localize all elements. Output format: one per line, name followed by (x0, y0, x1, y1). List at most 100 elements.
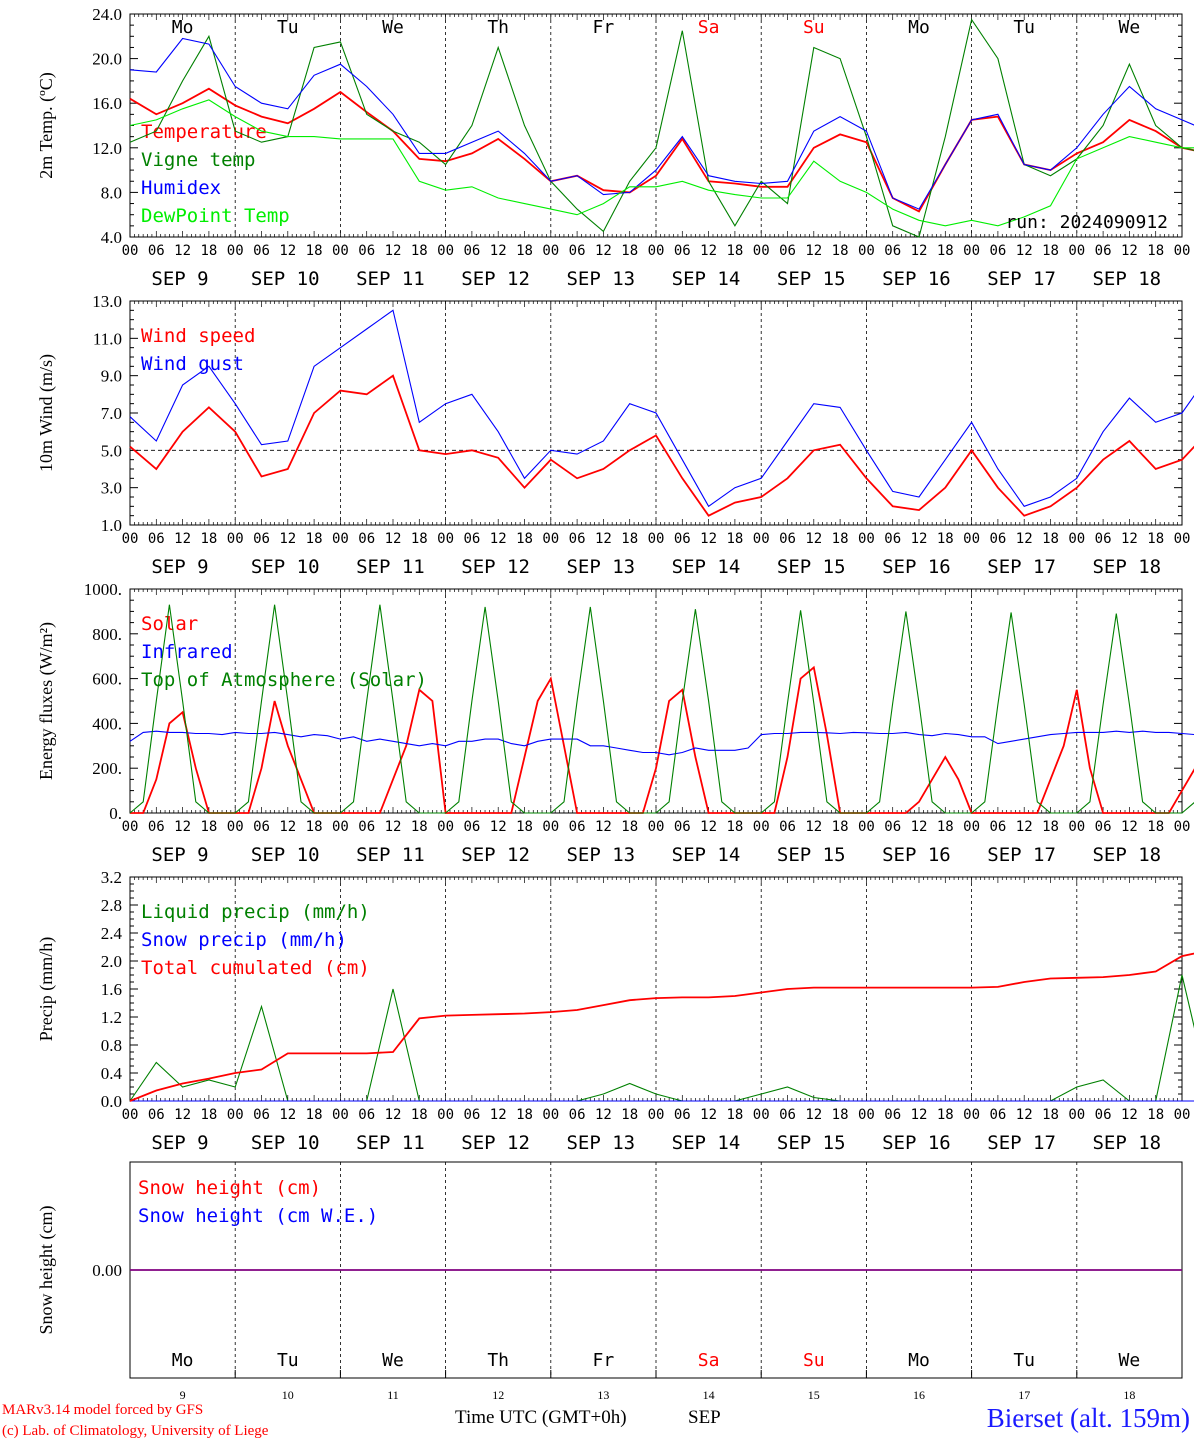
hour-tick-label: 06 (569, 1107, 586, 1123)
y-tick-label: 7.0 (101, 404, 122, 423)
hour-tick-label: 12 (805, 531, 822, 547)
y-tick-label: 0.00 (92, 1261, 122, 1280)
y-tick-label: 13.0 (92, 292, 122, 311)
hour-tick-label: 18 (1147, 243, 1164, 259)
hour-tick-label: 18 (621, 819, 638, 835)
hour-tick-label: 12 (700, 1107, 717, 1123)
hour-tick-label: 06 (674, 819, 691, 835)
day-of-week-label: We (1119, 1350, 1141, 1371)
hour-tick-label: 06 (463, 531, 480, 547)
day-number-label: 13 (597, 1388, 609, 1402)
hour-tick-label: 06 (884, 1107, 901, 1123)
day-of-week-label: Fr (593, 17, 615, 38)
day-number-label: 14 (703, 1388, 715, 1402)
hour-tick-label: 00 (542, 531, 559, 547)
day-number-label: 9 (180, 1388, 186, 1402)
hour-tick-label: 12 (805, 819, 822, 835)
hour-tick-label: 12 (595, 1107, 612, 1123)
y-tick-label: 1000. (84, 580, 122, 599)
hour-tick-label: 06 (989, 1107, 1006, 1123)
y-tick-label: 3.0 (101, 479, 122, 498)
legend-entry: Top of Atmosphere (Solar) (141, 669, 427, 691)
hour-tick-label: 12 (490, 531, 507, 547)
y-tick-label: 9.0 (101, 367, 122, 386)
hour-tick-label: 00 (1068, 531, 1085, 547)
hour-tick-label: 12 (174, 819, 191, 835)
hour-tick-label: 12 (1016, 531, 1033, 547)
series-line-green (129, 604, 1194, 814)
hour-tick-label: 12 (490, 1107, 507, 1123)
date-label: SEP 10 (251, 556, 320, 578)
hour-tick-label: 06 (674, 243, 691, 259)
legend-entry: Wind gust (141, 353, 244, 375)
date-label: SEP 9 (151, 844, 208, 866)
hour-tick-label: 18 (200, 531, 217, 547)
hour-tick-label: 18 (411, 1107, 428, 1123)
date-label: SEP 10 (251, 844, 320, 866)
hour-tick-label: 00 (227, 531, 244, 547)
date-label: SEP 14 (672, 268, 741, 290)
hour-tick-label: 06 (569, 243, 586, 259)
legend-entry: Liquid precip (mm/h) (141, 901, 370, 923)
day-of-week-label: Fr (593, 1350, 615, 1371)
hour-tick-label: 00 (227, 819, 244, 835)
day-of-week-label: Mo (908, 1350, 930, 1371)
y-tick-label: 1.2 (101, 1008, 122, 1027)
legend-entry: Infrared (141, 641, 233, 663)
hour-tick-label: 06 (463, 819, 480, 835)
hour-tick-label: 06 (1095, 819, 1112, 835)
legend-entry: Solar (141, 613, 198, 635)
day-of-week-label: Tu (277, 17, 299, 38)
date-label: SEP 18 (1092, 844, 1161, 866)
hour-tick-label: 18 (1042, 819, 1059, 835)
hour-tick-label: 00 (858, 1107, 875, 1123)
hour-tick-label: 06 (148, 819, 165, 835)
hour-tick-label: 18 (1147, 1107, 1164, 1123)
legend-entry: Snow precip (mm/h) (141, 929, 347, 951)
hour-tick-label: 00 (648, 531, 665, 547)
legend-entry: Wind speed (141, 325, 255, 347)
hour-tick-label: 06 (674, 531, 691, 547)
date-label: SEP 13 (566, 844, 635, 866)
hour-tick-label: 00 (437, 1107, 454, 1123)
day-number-label: 10 (282, 1388, 294, 1402)
hour-tick-label: 06 (1095, 531, 1112, 547)
hour-tick-label: 06 (989, 243, 1006, 259)
y-tick-label: 12.0 (92, 139, 122, 158)
hour-tick-label: 06 (884, 819, 901, 835)
hour-tick-label: 00 (332, 243, 349, 259)
run-label: run: 2024090912 (1005, 212, 1168, 233)
hour-tick-label: 18 (1147, 819, 1164, 835)
y-tick-label: 1.6 (101, 980, 122, 999)
legend-entry: DewPoint Temp (141, 205, 290, 227)
hour-tick-label: 18 (621, 1107, 638, 1123)
hour-tick-label: 06 (989, 531, 1006, 547)
legend-entry: Total cumulated (cm) (141, 957, 370, 979)
hour-tick-label: 00 (648, 1107, 665, 1123)
legend-entry: Snow height (cm) (138, 1177, 321, 1199)
date-label: SEP 13 (566, 268, 635, 290)
date-label: SEP 11 (356, 844, 425, 866)
x-axis-title: Time UTC (GMT+0h) (455, 1407, 627, 1428)
series-line-green (129, 974, 1194, 1102)
date-label: SEP 18 (1092, 556, 1161, 578)
date-label: SEP 9 (151, 556, 208, 578)
hour-tick-label: 06 (148, 1107, 165, 1123)
day-of-week-label: Mo (172, 17, 194, 38)
hour-tick-label: 00 (1068, 819, 1085, 835)
series-line-blue (129, 730, 1194, 756)
day-of-week-label: Tu (1013, 1350, 1035, 1371)
hour-tick-label: 06 (1095, 1107, 1112, 1123)
hour-tick-label: 00 (437, 819, 454, 835)
y-tick-label: 800. (92, 625, 122, 644)
hour-tick-label: 06 (358, 819, 375, 835)
hour-tick-label: 00 (753, 243, 770, 259)
hour-tick-label: 00 (963, 819, 980, 835)
hour-tick-label: 12 (1121, 243, 1138, 259)
hour-tick-label: 12 (805, 1107, 822, 1123)
hour-tick-label: 00 (963, 1107, 980, 1123)
y-tick-label: 24.0 (92, 5, 122, 24)
y-tick-label: 0.0 (101, 1092, 122, 1111)
date-label: SEP 16 (882, 1132, 951, 1154)
hour-tick-label: 18 (1042, 531, 1059, 547)
